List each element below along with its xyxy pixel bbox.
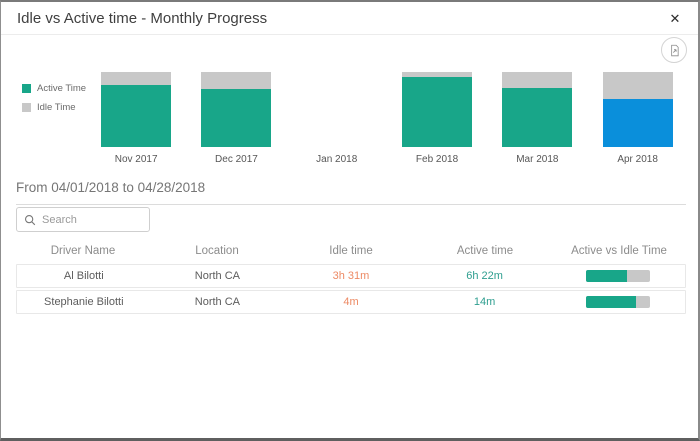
idle-time-cell: 3h 31m xyxy=(332,270,370,282)
stacked-bar[interactable] xyxy=(201,72,272,147)
month-label: Mar 2018 xyxy=(516,154,559,165)
chart-column: Mar 2018 xyxy=(487,72,587,165)
column-header: Active time xyxy=(456,245,514,257)
close-icon[interactable]: ✕ xyxy=(664,8,686,30)
active-time-segment-selected[interactable] xyxy=(602,99,673,147)
legend-item[interactable]: Active Time xyxy=(22,83,86,94)
drivers-table: Driver Name Location Idle time Active time A… xyxy=(16,241,686,316)
location-cell: North CA xyxy=(194,270,241,282)
driver-name-cell: Al Bilotti xyxy=(63,270,104,282)
active-time-segment[interactable] xyxy=(402,77,473,147)
chart-column: Apr 2018 xyxy=(587,72,687,165)
legend-swatch xyxy=(22,103,31,112)
idle-time-segment[interactable] xyxy=(602,72,673,99)
active-time-segment[interactable] xyxy=(101,85,172,147)
month-label: Dec 2017 xyxy=(215,154,258,165)
progress-fill xyxy=(586,296,637,308)
active-vs-idle-progress-bar xyxy=(586,270,651,282)
period-section: From 04/01/2018 to 04/28/2018 xyxy=(16,180,686,205)
period-label: From 04/01/2018 to 04/28/2018 xyxy=(16,180,206,195)
location-cell: North CA xyxy=(194,296,241,308)
idle-time-segment[interactable] xyxy=(101,72,172,85)
stacked-bar[interactable] xyxy=(602,72,673,147)
chart-column: Jan 2018 xyxy=(287,72,387,165)
search-box[interactable] xyxy=(16,207,150,232)
stacked-bar[interactable] xyxy=(101,72,172,147)
dialog-header: Idle vs Active time - Monthly Progress xyxy=(1,2,698,35)
active-vs-idle-cell xyxy=(551,270,685,282)
stacked-bar[interactable] xyxy=(502,72,573,147)
table-header-row: Driver Name Location Idle time Active time A… xyxy=(16,241,686,261)
chart-column: Feb 2018 xyxy=(387,72,487,165)
stacked-bar[interactable] xyxy=(302,72,372,147)
column-header: Idle time xyxy=(329,245,373,257)
driver-name-cell: Stephanie Bilotti xyxy=(44,296,124,308)
search-input[interactable] xyxy=(42,213,142,226)
column-header: Driver Name xyxy=(50,245,116,257)
legend-swatch xyxy=(22,84,31,93)
active-time-segment[interactable] xyxy=(502,88,573,147)
column-header: Active vs Idle Time xyxy=(571,245,667,257)
active-vs-idle-cell xyxy=(551,296,685,308)
month-label: Feb 2018 xyxy=(415,154,459,165)
search-icon xyxy=(24,214,42,226)
table-row[interactable]: Stephanie Bilotti North CA 4m 14m xyxy=(16,290,686,314)
table-row[interactable]: Al Bilotti North CA 3h 31m 6h 22m xyxy=(16,264,686,288)
month-label: Nov 2017 xyxy=(114,154,158,165)
idle-time-cell: 4m xyxy=(343,296,359,308)
stacked-bar[interactable] xyxy=(402,72,473,147)
month-label: Jan 2018 xyxy=(316,154,358,165)
idle-time-segment[interactable] xyxy=(402,72,473,77)
chart-column: Nov 2017 xyxy=(86,72,186,165)
idle-time-segment[interactable] xyxy=(502,72,573,88)
column-header: Location xyxy=(195,245,239,257)
monthly-bar-chart: Nov 2017 Dec 2017 Jan 2018 Feb 2018 Mar 2018… xyxy=(86,72,688,165)
chart-column: Dec 2017 xyxy=(186,72,286,165)
export-button[interactable] xyxy=(661,37,687,63)
export-report-icon xyxy=(668,44,681,57)
legend-label: Active Time xyxy=(37,83,87,94)
month-label: Apr 2018 xyxy=(617,154,658,165)
active-time-segment[interactable] xyxy=(201,89,272,147)
active-time-cell: 6h 22m xyxy=(466,270,503,282)
legend-label: Idle Time xyxy=(37,102,76,113)
active-vs-idle-progress-bar xyxy=(586,296,651,308)
active-time-cell: 14m xyxy=(473,296,496,308)
table-body: Al Bilotti North CA 3h 31m 6h 22m Stephanie … xyxy=(16,264,686,314)
legend-item[interactable]: Idle Time xyxy=(22,102,86,113)
dialog-title: Idle vs Active time - Monthly Progress xyxy=(17,9,268,27)
progress-fill xyxy=(586,270,628,282)
chart-legend: Active Time Idle Time xyxy=(22,83,86,121)
idle-time-segment[interactable] xyxy=(201,72,272,89)
